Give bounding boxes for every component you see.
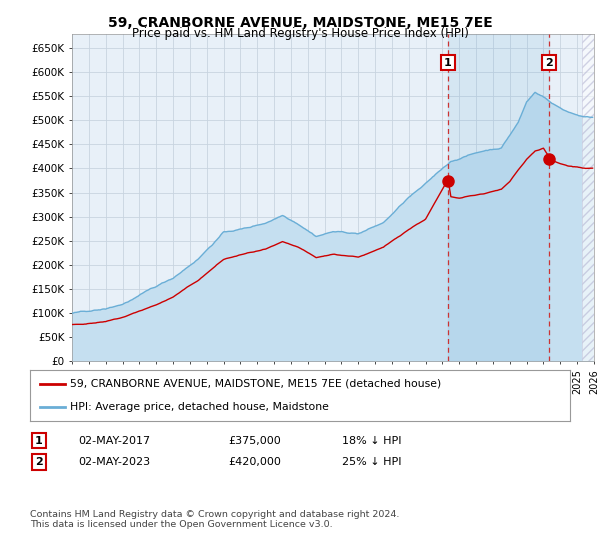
Text: 25% ↓ HPI: 25% ↓ HPI (342, 457, 401, 467)
Text: £420,000: £420,000 (228, 457, 281, 467)
Text: 2: 2 (545, 58, 553, 68)
Text: 59, CRANBORNE AVENUE, MAIDSTONE, ME15 7EE (detached house): 59, CRANBORNE AVENUE, MAIDSTONE, ME15 7E… (71, 379, 442, 389)
Text: 02-MAY-2023: 02-MAY-2023 (78, 457, 150, 467)
Polygon shape (582, 24, 600, 361)
Text: £375,000: £375,000 (228, 436, 281, 446)
Text: 1: 1 (35, 436, 43, 446)
Text: 02-MAY-2017: 02-MAY-2017 (78, 436, 150, 446)
Text: 1: 1 (444, 58, 452, 68)
Text: 2: 2 (35, 457, 43, 467)
Text: Price paid vs. HM Land Registry's House Price Index (HPI): Price paid vs. HM Land Registry's House … (131, 27, 469, 40)
Text: Contains HM Land Registry data © Crown copyright and database right 2024.
This d: Contains HM Land Registry data © Crown c… (30, 510, 400, 529)
Text: HPI: Average price, detached house, Maidstone: HPI: Average price, detached house, Maid… (71, 402, 329, 412)
Text: 59, CRANBORNE AVENUE, MAIDSTONE, ME15 7EE: 59, CRANBORNE AVENUE, MAIDSTONE, ME15 7E… (107, 16, 493, 30)
Bar (448, 34, 549, 361)
Text: 18% ↓ HPI: 18% ↓ HPI (342, 436, 401, 446)
